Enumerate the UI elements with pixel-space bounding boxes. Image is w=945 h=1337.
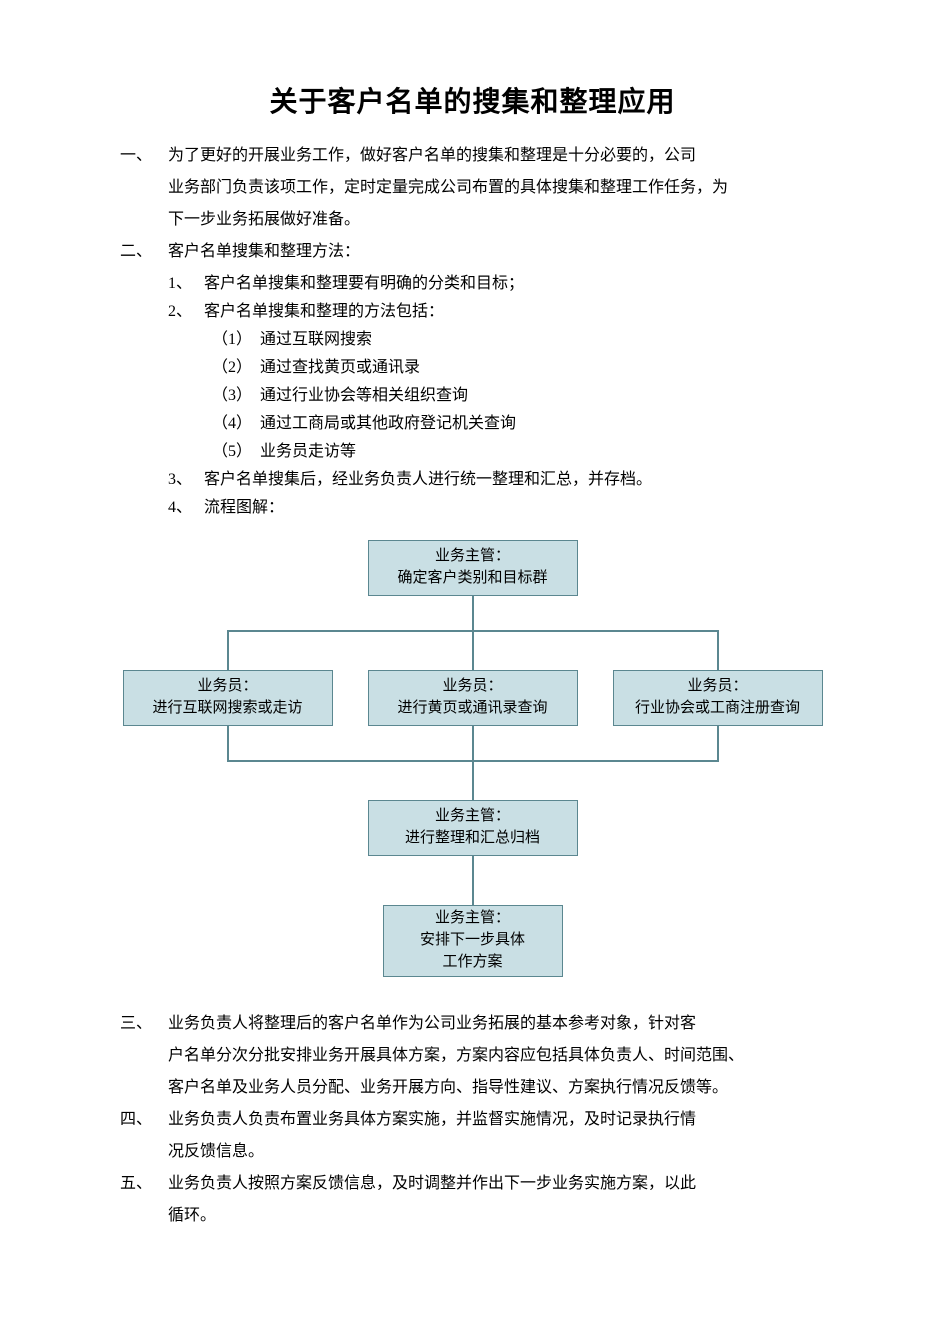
- sub-item-2-num: 2、: [168, 298, 204, 326]
- flow-node-label: 行业协会或工商注册查询: [620, 698, 816, 720]
- section-3: 三、业务负责人将整理后的客户名单作为公司业务拓展的基本参考对象，针对客: [120, 1010, 825, 1038]
- flow-node-label: 业务员：: [620, 676, 816, 698]
- flow-connector: [472, 596, 474, 630]
- method-4-text: 通过工商局或其他政府登记机关查询: [260, 415, 516, 432]
- section-1-cont1: 业务部门负责该项工作，定时定量完成公司布置的具体搜集和整理工作任务，为: [120, 174, 825, 202]
- flow-connector: [717, 726, 719, 760]
- flow-node-label: 进行互联网搜索或走访: [130, 698, 326, 720]
- flow-node-b1: 业务员：进行互联网搜索或走访: [123, 670, 333, 726]
- section-3-cont1: 户名单分次分批安排业务开展具体方案，方案内容应包括具体负责人、时间范围、: [120, 1042, 825, 1070]
- flow-node-b2: 业务员：进行黄页或通讯录查询: [368, 670, 578, 726]
- flow-connector: [472, 760, 474, 800]
- flow-connector: [227, 630, 229, 670]
- method-1-text: 通过互联网搜索: [260, 331, 372, 348]
- section-4-cont1: 况反馈信息。: [120, 1138, 825, 1166]
- method-4: （4）通过工商局或其他政府登记机关查询: [120, 410, 825, 438]
- sub-item-2: 2、客户名单搜集和整理的方法包括：: [120, 298, 825, 326]
- flow-node-label: 确定客户类别和目标群: [375, 568, 571, 590]
- method-4-num: （4）: [212, 410, 260, 438]
- flow-node-top: 业务主管：确定客户类别和目标群: [368, 540, 578, 596]
- flow-connector: [472, 630, 474, 670]
- method-3: （3）通过行业协会等相关组织查询: [120, 382, 825, 410]
- section-3-cont2: 客户名单及业务人员分配、业务开展方向、指导性建议、方案执行情况反馈等。: [120, 1074, 825, 1102]
- flow-connector: [472, 856, 474, 905]
- sub-item-4: 4、流程图解：: [120, 494, 825, 522]
- section-2: 二、客户名单搜集和整理方法：: [120, 238, 825, 266]
- sub-item-1-text: 客户名单搜集和整理要有明确的分类和目标；: [204, 275, 524, 292]
- sub-item-1-num: 1、: [168, 270, 204, 298]
- section-1-cont2: 下一步业务拓展做好准备。: [120, 206, 825, 234]
- method-2: （2）通过查找黄页或通讯录: [120, 354, 825, 382]
- flowchart: 业务主管：确定客户类别和目标群业务员：进行互联网搜索或走访业务员：进行黄页或通讯…: [123, 540, 823, 990]
- section-5-cont1: 循环。: [120, 1202, 825, 1230]
- method-5-text: 业务员走访等: [260, 443, 356, 460]
- flow-node-label: 业务主管：: [375, 546, 571, 568]
- flow-node-label: 业务员：: [130, 676, 326, 698]
- section-3-num: 三、: [120, 1010, 168, 1038]
- method-5-num: （5）: [212, 438, 260, 466]
- section-2-text: 客户名单搜集和整理方法：: [168, 243, 360, 260]
- flow-node-label: 业务员：: [375, 676, 571, 698]
- flow-connector: [717, 630, 719, 670]
- section-5: 五、业务负责人按照方案反馈信息，及时调整并作出下一步业务实施方案，以此: [120, 1170, 825, 1198]
- sub-item-3: 3、客户名单搜集后，经业务负责人进行统一整理和汇总，并存档。: [120, 466, 825, 494]
- flow-node-label: 进行整理和汇总归档: [375, 828, 571, 850]
- flow-node-bot: 业务主管：安排下一步具体工作方案: [383, 905, 563, 977]
- section-4-text1: 业务负责人负责布置业务具体方案实施，并监督实施情况，及时记录执行情: [168, 1111, 696, 1128]
- sub-item-3-num: 3、: [168, 466, 204, 494]
- flow-connector: [472, 726, 474, 760]
- section-4: 四、业务负责人负责布置业务具体方案实施，并监督实施情况，及时记录执行情: [120, 1106, 825, 1134]
- method-5: （5）业务员走访等: [120, 438, 825, 466]
- section-1-text1: 为了更好的开展业务工作，做好客户名单的搜集和整理是十分必要的，公司: [168, 147, 696, 164]
- section-5-num: 五、: [120, 1170, 168, 1198]
- method-3-text: 通过行业协会等相关组织查询: [260, 387, 468, 404]
- sub-item-3-text: 客户名单搜集后，经业务负责人进行统一整理和汇总，并存档。: [204, 471, 652, 488]
- flow-node-mid: 业务主管：进行整理和汇总归档: [368, 800, 578, 856]
- section-3-text1: 业务负责人将整理后的客户名单作为公司业务拓展的基本参考对象，针对客: [168, 1015, 696, 1032]
- flow-node-b3: 业务员：行业协会或工商注册查询: [613, 670, 823, 726]
- flow-node-label: 进行黄页或通讯录查询: [375, 698, 571, 720]
- method-1: （1）通过互联网搜索: [120, 326, 825, 354]
- flow-node-label: 工作方案: [390, 952, 556, 974]
- method-3-num: （3）: [212, 382, 260, 410]
- flow-connector: [227, 726, 229, 760]
- section-2-num: 二、: [120, 238, 168, 266]
- section-5-text1: 业务负责人按照方案反馈信息，及时调整并作出下一步业务实施方案，以此: [168, 1175, 696, 1192]
- sub-item-1: 1、客户名单搜集和整理要有明确的分类和目标；: [120, 270, 825, 298]
- flow-node-label: 安排下一步具体: [390, 930, 556, 952]
- sub-item-2-text: 客户名单搜集和整理的方法包括：: [204, 303, 444, 320]
- method-1-num: （1）: [212, 326, 260, 354]
- sub-item-4-text: 流程图解：: [204, 499, 284, 516]
- sub-item-4-num: 4、: [168, 494, 204, 522]
- method-2-text: 通过查找黄页或通讯录: [260, 359, 420, 376]
- flow-node-label: 业务主管：: [390, 908, 556, 930]
- method-2-num: （2）: [212, 354, 260, 382]
- page-title: 关于客户名单的搜集和整理应用: [120, 80, 825, 120]
- section-1-num: 一、: [120, 142, 168, 170]
- flow-node-label: 业务主管：: [375, 806, 571, 828]
- section-1: 一、为了更好的开展业务工作，做好客户名单的搜集和整理是十分必要的，公司: [120, 142, 825, 170]
- section-4-num: 四、: [120, 1106, 168, 1134]
